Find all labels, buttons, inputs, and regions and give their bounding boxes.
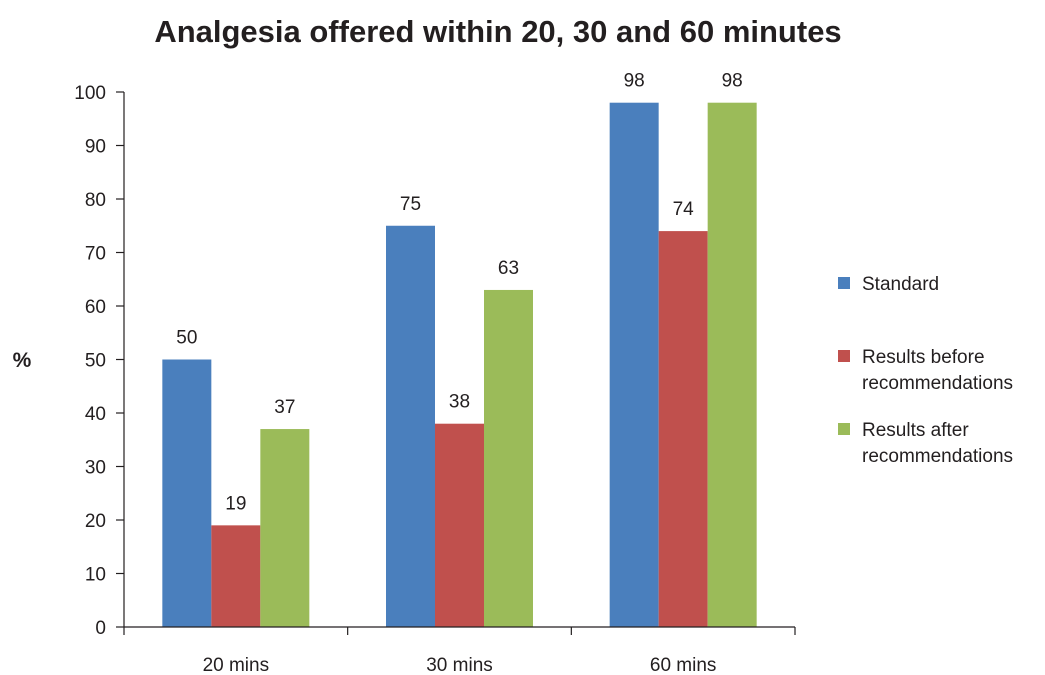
y-tick-label: 40 — [85, 404, 106, 425]
data-label: 37 — [274, 397, 295, 418]
bar — [609, 102, 659, 627]
bar — [484, 289, 533, 627]
legend: Standard Results before recommendations Res… — [838, 274, 1013, 467]
chart-title: Analgesia offered within 20, 30 and 60 m… — [154, 14, 841, 49]
data-labels: 50 19 37 75 38 63 98 74 98 — [176, 71, 742, 515]
data-label: 63 — [498, 258, 519, 279]
data-label: 50 — [176, 328, 197, 349]
legend-swatch — [838, 277, 850, 289]
x-tick-label: 20 mins — [203, 655, 270, 675]
y-axis-label: % — [13, 349, 32, 372]
y-tick-label: 0 — [95, 618, 106, 639]
legend-label: Results after recommendations — [862, 420, 1013, 467]
legend-swatch — [838, 423, 850, 435]
y-tick-label: 60 — [85, 297, 106, 318]
legend-swatch — [838, 350, 850, 362]
bar — [707, 102, 757, 627]
data-label: 75 — [400, 194, 421, 215]
bar — [435, 423, 484, 627]
y-tick-label: 50 — [85, 351, 106, 372]
y-tick-label: 20 — [85, 511, 106, 532]
y-axis-ticks: 0 10 20 30 40 50 60 70 80 90 100 — [74, 83, 124, 639]
bar — [386, 225, 435, 627]
bar — [211, 525, 261, 627]
y-tick-label: 70 — [85, 244, 106, 265]
x-tick-label: 60 mins — [650, 655, 717, 675]
y-tick-label: 10 — [85, 565, 106, 586]
bar — [260, 429, 310, 627]
bar — [658, 231, 708, 627]
legend-label: Standard — [862, 274, 939, 295]
data-label: 74 — [673, 199, 695, 220]
y-tick-label: 30 — [85, 458, 106, 479]
bar — [162, 359, 212, 627]
data-label: 98 — [624, 71, 645, 92]
data-label: 38 — [449, 392, 470, 413]
legend-label: Results before recommendations — [862, 347, 1013, 394]
bars — [162, 102, 757, 627]
y-tick-label: 90 — [85, 137, 106, 158]
x-axis-ticks: 20 mins 30 mins 60 mins — [123, 627, 796, 675]
y-tick-label: 100 — [74, 83, 106, 104]
y-tick-label: 80 — [85, 190, 106, 211]
data-label: 98 — [722, 71, 743, 92]
x-tick-label: 30 mins — [426, 655, 493, 675]
data-label: 19 — [225, 493, 246, 514]
